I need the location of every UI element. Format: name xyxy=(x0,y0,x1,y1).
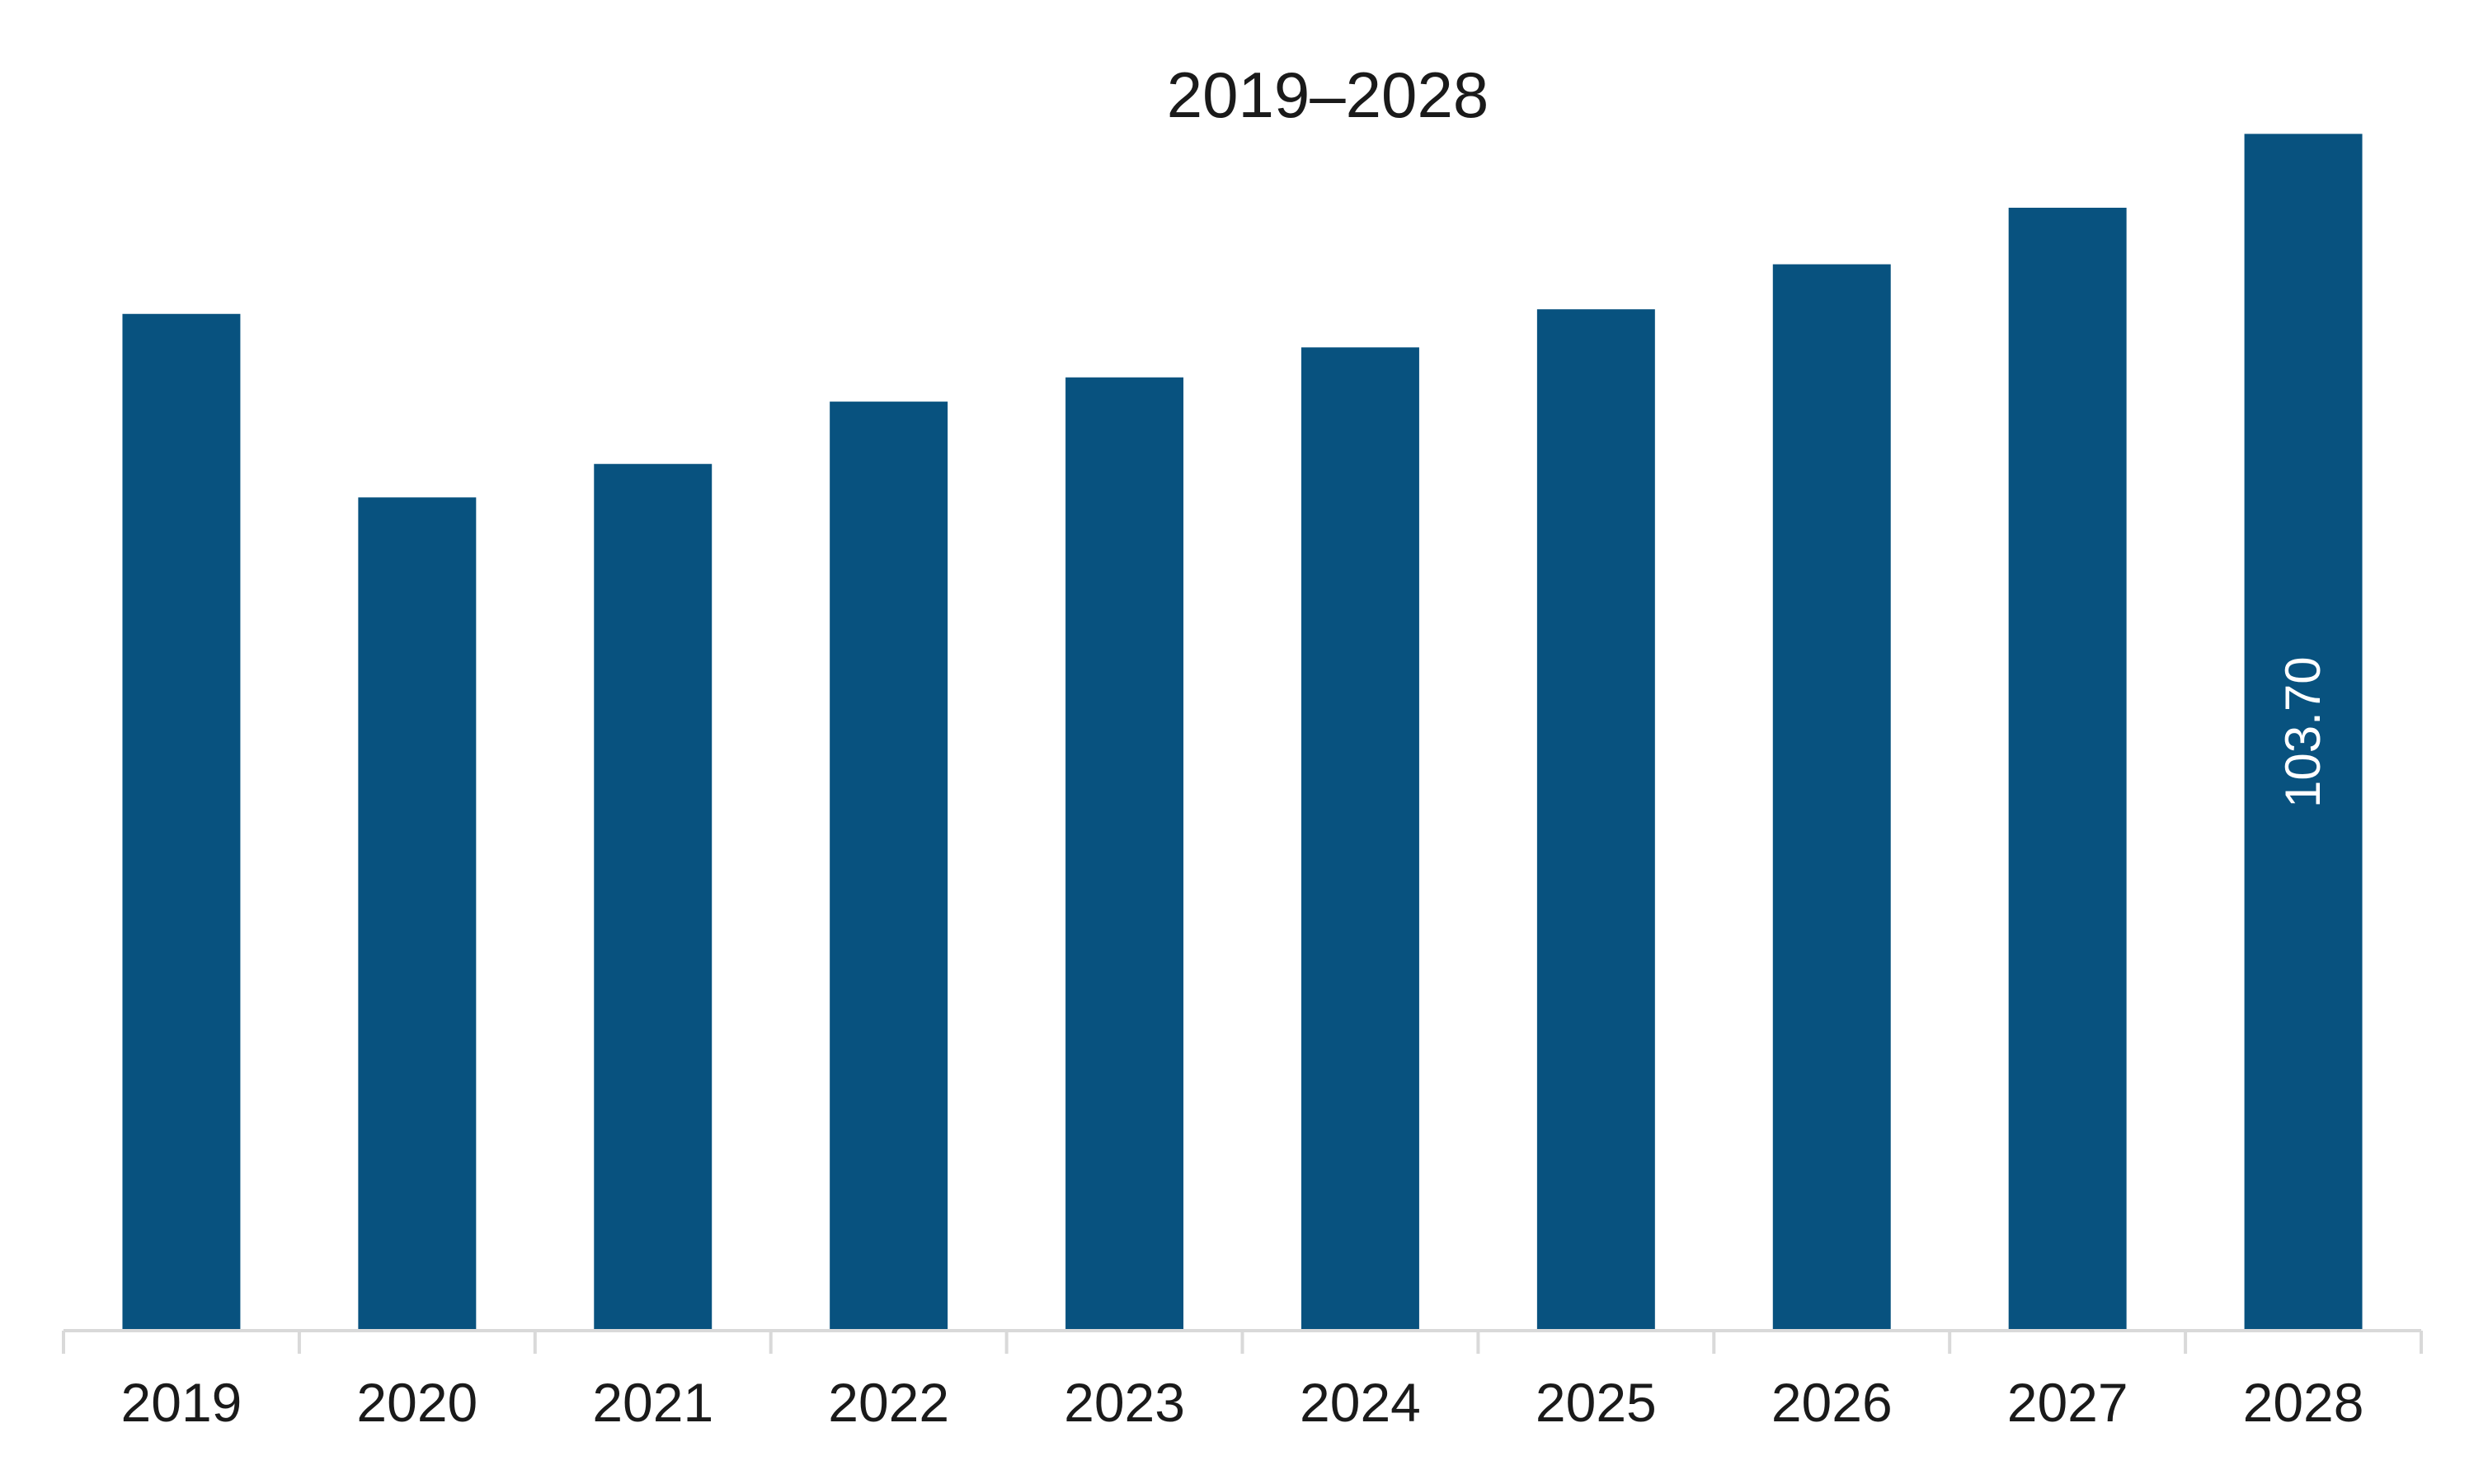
bars-group xyxy=(122,134,2363,1331)
x-axis: 2019 2020 2021 2022 2023 2024 2025 2026 2027 2028 xyxy=(62,1329,2423,1433)
x-tick-label-2026: 2026 xyxy=(1771,1372,1893,1433)
bar-2027 xyxy=(2008,207,2127,1331)
x-tick-label-2024: 2024 xyxy=(1300,1372,1421,1433)
bar-2025 xyxy=(1536,309,1655,1331)
data-label-2028: 103.70 xyxy=(2275,656,2331,808)
bar-2019 xyxy=(122,313,241,1331)
bar-2022 xyxy=(830,402,948,1331)
chart-title: 2019–2028 xyxy=(1167,59,1489,131)
bar-2020 xyxy=(358,497,477,1331)
x-tick-label-2028: 2028 xyxy=(2243,1372,2364,1433)
x-tick-label-2020: 2020 xyxy=(356,1372,477,1433)
x-tick-label-2027: 2027 xyxy=(2007,1372,2128,1433)
x-tick-label-2025: 2025 xyxy=(1536,1372,1657,1433)
bar-2021 xyxy=(594,463,713,1331)
bar-2026 xyxy=(1772,264,1891,1331)
bar-2023 xyxy=(1065,377,1184,1331)
bar-2028 xyxy=(2244,134,2363,1331)
x-tick-label-2022: 2022 xyxy=(828,1372,949,1433)
x-tick-label-2023: 2023 xyxy=(1064,1372,1185,1433)
x-tick-label-2021: 2021 xyxy=(592,1372,713,1433)
x-tick-label-2019: 2019 xyxy=(121,1372,242,1433)
bar-2024 xyxy=(1300,347,1419,1331)
data-labels-group: 103.70 xyxy=(2275,656,2331,808)
